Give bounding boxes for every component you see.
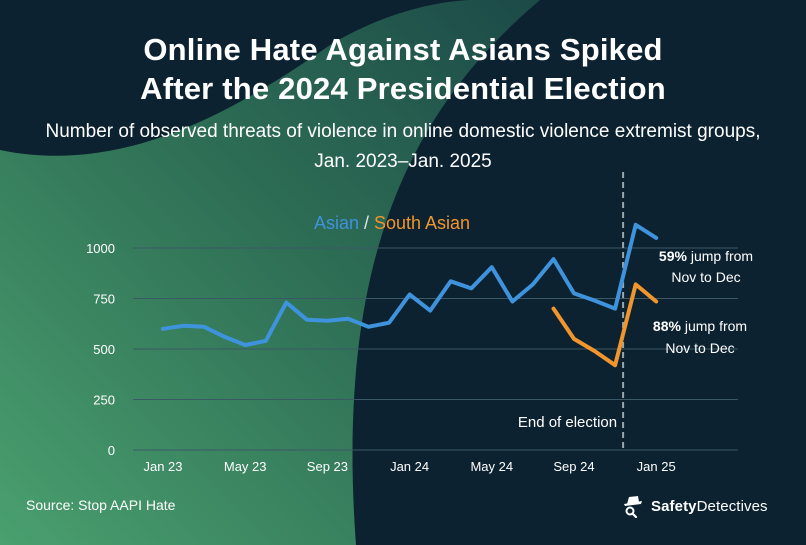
brand-logo: SafetyDetectives (621, 494, 768, 518)
annotation-2-line-2: Nov to Dec (665, 340, 734, 356)
detective-hat-icon (624, 496, 642, 518)
annotation-2-percent: 88% (653, 318, 682, 334)
series-line-south-asian (551, 282, 659, 368)
x-tick-label-jan-23: Jan 23 (143, 459, 182, 474)
y-tick-label-750: 750 (93, 292, 115, 307)
brand-name-regular: Detectives (696, 497, 768, 515)
brand-name-bold: Safety (651, 497, 697, 515)
y-tick-label-250: 250 (93, 393, 115, 408)
y-tick-label-500: 500 (93, 342, 115, 357)
legend-south-asian: South Asian (373, 213, 471, 233)
legend-asian: Asian (313, 213, 359, 233)
annotation-2-line-1: 88% jump from (653, 318, 747, 334)
series-line-asian (161, 222, 659, 347)
chart-legend: Asian / South Asian (0, 213, 784, 234)
chart-title-line-1: Online Hate Against Asians Spiked (143, 32, 663, 67)
y-tick-label-0: 0 (108, 443, 115, 458)
annotation-1-text: jump from (687, 248, 753, 264)
event-line-label: End of election (518, 414, 617, 431)
brand-name: SafetyDetectives (651, 498, 768, 515)
x-tick-label-may-23: May 23 (224, 459, 267, 474)
green-wave-shape (0, 0, 540, 545)
x-tick-label-sep-24: Sep 24 (553, 459, 594, 474)
legend-separator: / (358, 213, 374, 233)
x-tick-label-jan-25: Jan 25 (637, 459, 676, 474)
source-note: Source: Stop AAPI Hate (26, 497, 176, 513)
chart-title-line-2: After the 2024 Presidential Election (140, 71, 666, 106)
y-tick-label-1000: 1000 (86, 241, 115, 256)
annotation-1-line-2: Nov to Dec (671, 269, 740, 285)
x-tick-label-jan-24: Jan 24 (390, 459, 429, 474)
annotation-1-percent: 59% (659, 248, 688, 264)
chart-title: Online Hate Against Asians Spiked After … (0, 30, 806, 108)
x-tick-label-sep-23: Sep 23 (307, 459, 348, 474)
x-tick-label-may-24: May 24 (470, 459, 513, 474)
chart-subtitle: Number of observed threats of violence i… (45, 121, 761, 172)
annotation-1-line-1: 59% jump from (659, 248, 753, 264)
annotation-2-text: jump from (681, 318, 747, 334)
